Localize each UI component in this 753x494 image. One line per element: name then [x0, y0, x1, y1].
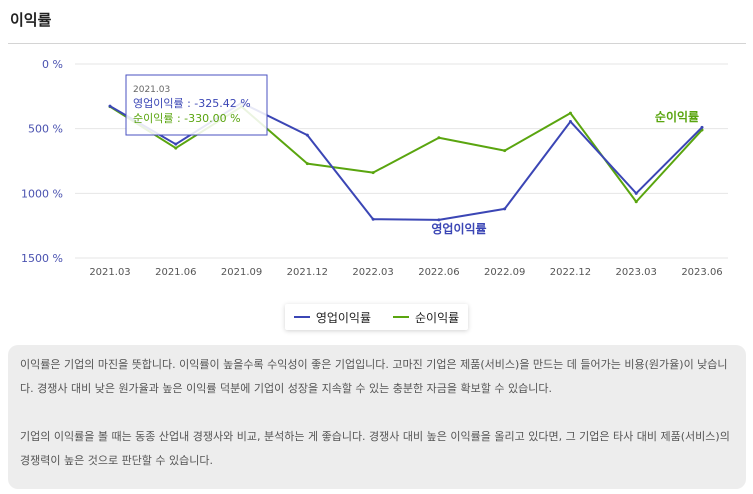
- x-tick-label: 2022.09: [484, 267, 525, 278]
- data-point-net: [305, 162, 309, 166]
- tooltip-operating-margin: 영업이익률 : -325.42 %: [133, 97, 251, 110]
- description-paragraph-2: 기업의 이익률을 볼 때는 동종 산업내 경쟁사와 비교, 분석하는 게 좋습니…: [20, 430, 730, 467]
- data-point-operating: [371, 217, 375, 221]
- tooltip-net-margin: 순이익률 : -330.00 %: [133, 112, 241, 125]
- y-tick-label: 500 %: [28, 123, 63, 136]
- operating-margin-end-label: 영업이익률: [431, 221, 486, 236]
- data-point-net: [503, 149, 507, 153]
- x-tick-label: 2022.12: [550, 267, 591, 278]
- data-point-operating: [503, 207, 507, 211]
- legend-label-net: 순이익률: [415, 310, 460, 325]
- x-tick-label: 2022.03: [352, 267, 393, 278]
- legend-item-net-margin[interactable]: 순이익률: [393, 309, 459, 326]
- title-divider: [8, 43, 746, 44]
- y-tick-label: 1000 %: [21, 187, 63, 200]
- description-paragraph-1: 이익률은 기업의 마진을 뜻합니다. 이익률이 높을수록 수익성이 좋은 기업입…: [20, 358, 728, 395]
- legend-swatch-operating: [293, 316, 310, 318]
- x-tick-label: 2023.03: [616, 267, 657, 278]
- y-tick-label: 0 %: [42, 58, 63, 71]
- x-tick-label: 2023.06: [681, 267, 722, 278]
- data-point-net: [174, 146, 178, 150]
- tooltip-date: 2021.03: [133, 85, 170, 95]
- data-point-operating: [108, 104, 112, 108]
- data-point-net: [437, 136, 441, 140]
- data-point-operating: [305, 133, 309, 137]
- data-point-net: [634, 200, 638, 204]
- x-tick-label: 2021.06: [155, 267, 196, 278]
- chart-legend: 영업이익률 순이익률: [285, 304, 468, 330]
- legend-item-operating-margin[interactable]: 영업이익률: [293, 309, 372, 326]
- data-point-net: [568, 111, 572, 115]
- data-point-net: [371, 171, 375, 175]
- tooltip-box: [125, 74, 268, 136]
- data-point-operating: [700, 125, 704, 129]
- x-tick-label: 2021.03: [89, 267, 130, 278]
- data-point-operating: [634, 191, 638, 195]
- margin-line-chart[interactable]: 0 % 500 % 1000 % 1500 % 2021.03 2021.06 2021.…: [0, 48, 753, 298]
- data-point-operating: [437, 218, 441, 222]
- x-tick-label: 2022.06: [418, 267, 459, 278]
- legend-label-operating: 영업이익률: [315, 310, 372, 325]
- data-point-operating: [174, 142, 178, 146]
- data-point-operating: [568, 120, 572, 124]
- legend-swatch-net: [393, 316, 410, 318]
- net-margin-end-label: 순이익률: [655, 109, 699, 124]
- x-tick-label: 2021.09: [221, 267, 262, 278]
- section-title: 이익률: [10, 11, 52, 29]
- description-box: 이익률은 기업의 마진을 뜻합니다. 이익률이 높을수록 수익성이 좋은 기업입…: [8, 345, 746, 489]
- x-tick-label: 2021.12: [287, 267, 328, 278]
- y-tick-label: 1500 %: [21, 252, 63, 265]
